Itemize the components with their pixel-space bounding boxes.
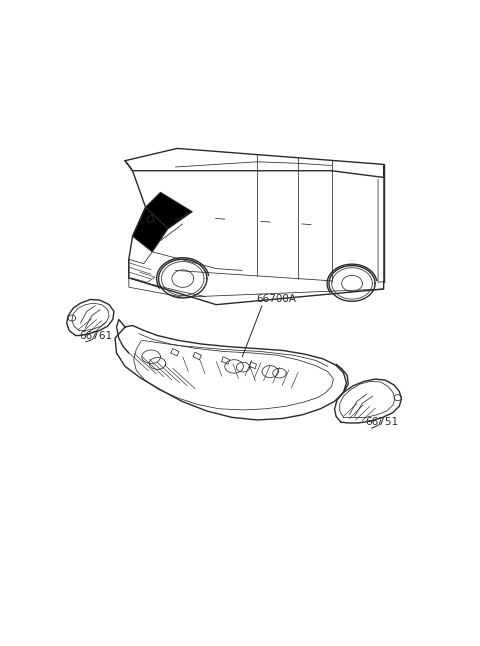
Polygon shape	[145, 193, 192, 229]
Text: 66761: 66761	[79, 331, 112, 341]
Polygon shape	[132, 207, 168, 252]
Text: 66751: 66751	[365, 417, 398, 428]
Text: 66700A: 66700A	[256, 294, 297, 304]
